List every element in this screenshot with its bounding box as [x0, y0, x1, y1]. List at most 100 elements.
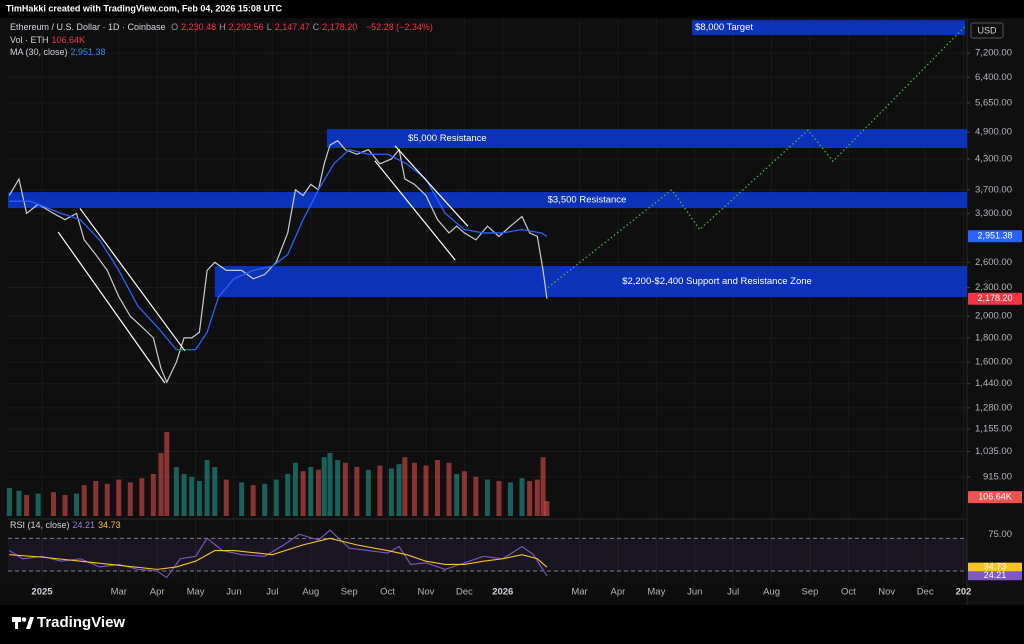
- volume-bar: [262, 483, 268, 516]
- y-tick-label: 1,280.00: [975, 402, 1012, 413]
- volume-bar: [74, 493, 80, 516]
- volume-bar: [6, 488, 12, 516]
- x-tick-label: May: [647, 587, 665, 598]
- y-tick-label: 2,300.00: [975, 282, 1012, 293]
- symbol-title: Ethereum / U.S. Dollar · 1D · Coinbase: [10, 22, 166, 32]
- zone: [214, 266, 967, 298]
- rsi-value-label-box: [968, 562, 1022, 572]
- volume-bar: [496, 481, 502, 516]
- volume-name: Vol · ETH: [10, 35, 49, 45]
- rsi-band: [8, 538, 967, 572]
- volume-bar: [327, 453, 333, 516]
- volume-bar: [35, 493, 41, 516]
- ohlc-value: 2,292.56: [228, 22, 264, 32]
- ohlc-value: 2,230.48: [181, 22, 217, 32]
- volume-bar: [250, 485, 256, 516]
- x-tick-label: Apr: [611, 587, 626, 598]
- y-tick-label: 1,440.00: [975, 378, 1012, 389]
- chart-background: [0, 18, 1024, 605]
- volume-bar: [342, 462, 348, 516]
- volume-bar: [104, 483, 110, 516]
- y-tick-label: 1,155.00: [975, 424, 1012, 435]
- volume-bar: [411, 462, 417, 516]
- volume-bar: [507, 482, 513, 516]
- flag-line: [394, 145, 469, 227]
- volume-bar: [51, 492, 57, 516]
- price-label-box: [968, 230, 1022, 243]
- y-tick-label: 915.00: [983, 471, 1012, 482]
- volume-bar: [454, 474, 460, 516]
- price-label: 2,951.38: [977, 231, 1012, 241]
- volume-bar: [204, 460, 210, 516]
- footer-logo: [12, 617, 34, 629]
- volume-bar: [461, 471, 467, 516]
- volume-bar: [527, 481, 533, 516]
- volume-bar: [150, 474, 156, 516]
- y-tick-label: 3,300.00: [975, 208, 1012, 219]
- rsi-ma-value: 34.73: [98, 520, 121, 530]
- x-tick-label: Dec: [456, 587, 473, 598]
- volume-bar: [315, 469, 321, 516]
- volume-bar: [116, 479, 122, 516]
- volume-bar: [484, 479, 490, 516]
- volume-bar: [16, 490, 22, 516]
- y-tick-label: 75.00: [988, 529, 1012, 540]
- rsi-value-label: 24.21: [984, 570, 1007, 580]
- y-tick-label: 1,800.00: [975, 332, 1012, 343]
- volume-bar: [396, 464, 402, 516]
- x-tick-label: Jun: [687, 587, 702, 598]
- zone-label: $5,000 Resistance: [408, 133, 487, 144]
- volume-value: 106.64K: [51, 35, 86, 45]
- volume-bar: [335, 460, 341, 516]
- y-tick-label: 2,600.00: [975, 257, 1012, 268]
- volume-bar: [196, 481, 202, 516]
- volume-bar: [181, 474, 187, 516]
- rsi-ma-line: [9, 537, 548, 570]
- volume-bar: [300, 471, 306, 516]
- y-tick-label: 1,035.00: [975, 446, 1012, 457]
- x-tick-label: Oct: [841, 587, 856, 598]
- volume-bar: [446, 462, 452, 516]
- volume-bar: [365, 469, 371, 516]
- x-tick-label: May: [187, 587, 205, 598]
- ma-line: [9, 148, 548, 351]
- volume-bar: [540, 457, 546, 516]
- volume-bar: [223, 479, 229, 516]
- ohlc-label: C: [312, 22, 320, 32]
- zone: [692, 20, 966, 36]
- volume-bar: [158, 453, 164, 516]
- volume-bar: [473, 476, 479, 516]
- currency-box: [970, 22, 1004, 39]
- x-tick-label: Dec: [917, 587, 934, 598]
- ohlc-label: H: [219, 22, 226, 32]
- x-tick-label: Aug: [302, 587, 319, 598]
- ma-value: 2,951.38: [70, 47, 106, 57]
- volume-bar: [354, 467, 360, 516]
- x-tick-label: Nov: [878, 587, 895, 598]
- x-tick-label: Jul: [266, 587, 278, 598]
- x-tick-label: 202: [956, 587, 972, 598]
- volume-bar: [239, 482, 245, 516]
- x-tick-label: Jul: [727, 587, 739, 598]
- price-label-box: [968, 292, 1022, 305]
- volume-bar: [93, 481, 99, 516]
- x-tick-label: Mar: [111, 587, 127, 598]
- legend-rsi: RSI (14, close) 24.21 34.73: [10, 520, 124, 530]
- legend-volume: Vol · ETH 106.64K: [10, 35, 88, 45]
- footer-brand: TradingView: [37, 614, 125, 631]
- ohlc-value: 2,178.20: [322, 22, 358, 32]
- change: −52.28 (−2.34%): [365, 22, 433, 32]
- ma-name: MA (30, close): [10, 47, 68, 57]
- flag-line: [374, 160, 456, 261]
- x-tick-label: Mar: [571, 587, 587, 598]
- rsi-value: 24.21: [72, 520, 96, 530]
- volume-bar: [534, 479, 540, 516]
- volume-bar: [81, 485, 87, 516]
- rsi-title: RSI (14, close): [10, 520, 70, 530]
- y-tick-label: 3,700.00: [975, 184, 1012, 195]
- volume-bar: [402, 457, 408, 516]
- volume-bar: [544, 501, 550, 516]
- credit: TimHakki created with TradingView.com, F…: [6, 3, 282, 13]
